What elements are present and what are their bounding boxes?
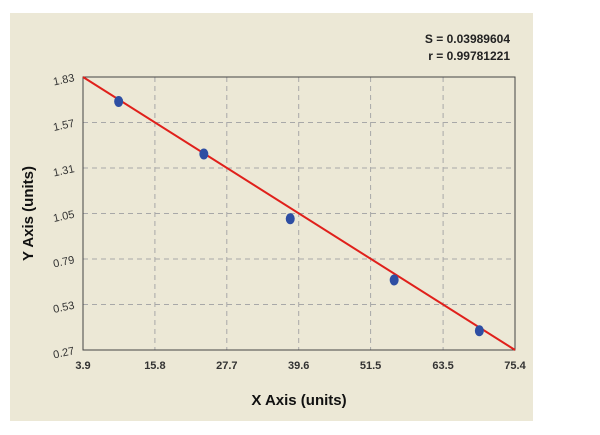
data-point xyxy=(114,96,124,107)
data-point xyxy=(389,274,399,286)
data-point xyxy=(285,213,295,225)
data-point xyxy=(474,325,484,337)
tick-labels: 3.9 15.8 27.7 39.6 51.5 63.5 75.4 0.27 0.53 0.79 1… xyxy=(52,72,526,372)
chart-panel xyxy=(10,13,533,421)
x-tick-label: 63.5 xyxy=(432,360,453,372)
data-series xyxy=(82,76,516,351)
y-tick-label: 1.31 xyxy=(52,163,75,179)
y-tick-label: 1.05 xyxy=(52,209,75,225)
y-axis-title: Y Axis (units) xyxy=(20,166,37,261)
x-tick-label: 75.4 xyxy=(504,360,526,372)
y-tick-label: 0.53 xyxy=(52,300,75,316)
x-axis-title: X Axis (units) xyxy=(251,392,346,409)
y-tick-label: 1.83 xyxy=(52,72,75,88)
plot-frame xyxy=(82,76,516,351)
y-tick-label: 1.57 xyxy=(52,118,75,134)
x-tick-label: 39.6 xyxy=(288,360,309,372)
x-tick-label: 51.5 xyxy=(360,360,381,372)
x-tick-label: 27.7 xyxy=(216,360,237,372)
x-tick-label: 3.9 xyxy=(75,360,90,372)
x-tick-label: 15.8 xyxy=(144,360,165,372)
y-tick-label: 0.27 xyxy=(52,345,75,361)
y-tick-label: 0.79 xyxy=(52,254,75,270)
r-statistic: r = 0.99781221 xyxy=(428,49,510,63)
s-statistic: S = 0.03989604 xyxy=(424,32,510,46)
data-point xyxy=(199,148,209,160)
regression-line xyxy=(82,76,516,351)
